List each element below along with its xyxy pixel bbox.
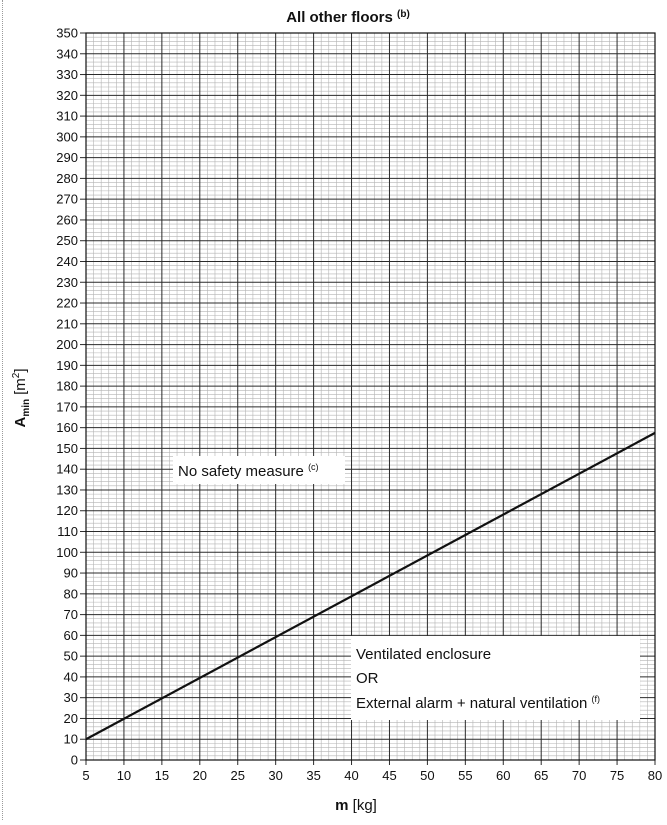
plot-frame (85, 32, 656, 761)
x-tick-label: 20 (193, 768, 207, 783)
y-tick-label: 210 (56, 316, 78, 331)
y-tick-label: 50 (64, 649, 78, 664)
annotation-lower-line3: External alarm + natural ventilation (f) (356, 694, 600, 712)
x-tick-label: 70 (572, 768, 586, 783)
y-tick-label: 240 (56, 254, 78, 269)
x-tick-label: 50 (420, 768, 434, 783)
y-tick-label: 80 (64, 586, 78, 601)
y-axis-label-subscript: min (21, 399, 32, 417)
x-tick-label: 30 (268, 768, 282, 783)
y-tick-label: 230 (56, 275, 78, 290)
x-tick-label: 25 (230, 768, 244, 783)
annotation-upper-note: (c) (308, 462, 319, 472)
y-tick-label: 300 (56, 129, 78, 144)
y-tick-label: 290 (56, 150, 78, 165)
y-tick-label: 110 (57, 524, 78, 539)
y-tick-label: 150 (56, 441, 78, 456)
y-tick-label: 340 (56, 46, 78, 61)
y-tick-label: 130 (56, 482, 78, 497)
x-tick-label: 80 (648, 768, 662, 783)
y-tick-label: 280 (56, 171, 78, 186)
y-tick-label: 90 (64, 566, 78, 581)
y-tick-label: 200 (56, 337, 78, 352)
y-tick-label: 60 (64, 628, 78, 643)
x-axis-label-unit: [kg] (353, 797, 377, 814)
annotation-upper: No safety measure (c) (178, 462, 319, 480)
x-tick-label: 55 (458, 768, 472, 783)
threshold-line (85, 431, 656, 741)
x-tick-label: 5 (82, 768, 89, 783)
y-tick-label: 140 (56, 462, 78, 477)
x-tick-label: 40 (344, 768, 358, 783)
x-axis-label-name: m (335, 797, 348, 814)
page-margin-line (2, 0, 3, 820)
y-tick-label: 350 (56, 26, 78, 41)
y-tick-label: 270 (56, 192, 78, 207)
y-tick-label: 170 (56, 399, 78, 414)
y-tick-label: 250 (56, 233, 78, 248)
x-axis-label: m [kg] (335, 797, 377, 814)
x-tick-label: 65 (534, 768, 548, 783)
y-tick-label: 260 (56, 212, 78, 227)
chart-title-text: All other floors (286, 9, 393, 26)
annotation-lower-line2: OR (356, 670, 379, 687)
y-tick-label: 160 (56, 420, 78, 435)
x-tick-label: 15 (155, 768, 169, 783)
x-tick-label: 75 (610, 768, 624, 783)
y-axis-label-unit-pre: [m (12, 378, 29, 395)
chart-title: All other floors (b) (286, 9, 410, 26)
series-layer (85, 431, 656, 741)
y-axis-label-name: A (12, 417, 29, 428)
x-tick-label: 60 (496, 768, 510, 783)
x-tick-labels: 5 10 15 20 25 30 35 40 45 50 55 60 65 70 75 80 (82, 768, 662, 783)
y-tick-label: 100 (56, 545, 78, 560)
y-tick-label: 320 (56, 88, 78, 103)
y-axis-label-unit-sup: 2 (11, 372, 22, 378)
x-tick-label: 45 (382, 768, 396, 783)
y-tick-label: 30 (64, 690, 78, 705)
chart-title-note: (b) (397, 9, 410, 20)
y-tick-label: 0 (71, 753, 78, 768)
y-tick-label: 330 (56, 67, 78, 82)
annotation-lower-bg (351, 636, 640, 720)
y-tick-label: 10 (64, 732, 78, 747)
x-tick-label: 10 (117, 768, 131, 783)
x-tick-label: 35 (306, 768, 320, 783)
y-tick-label: 180 (56, 379, 78, 394)
annotation-upper-text: No safety measure (178, 463, 304, 480)
y-tick-label: 20 (64, 711, 78, 726)
annotation-upper-bg (173, 456, 345, 484)
y-tick-label: 120 (56, 503, 78, 518)
y-tick-label: 220 (56, 296, 78, 311)
y-axis-label: Amin [m2] (11, 368, 32, 427)
annotation-lower-line3-note: (f) (592, 694, 601, 704)
y-tick-label: 70 (64, 607, 78, 622)
y-tick-labels: 0 10 20 30 40 50 60 70 80 90 100 110 120 130 140 150 160… (56, 26, 78, 768)
annotation-lower-line1: Ventilated enclosure (356, 646, 491, 663)
annotation-lower-line3-text: External alarm + natural ventilation (356, 695, 587, 712)
y-tick-label: 190 (56, 358, 78, 373)
y-tick-label: 310 (56, 109, 78, 124)
y-axis-label-unit-post: ] (12, 368, 29, 372)
y-tick-label: 40 (64, 669, 78, 684)
